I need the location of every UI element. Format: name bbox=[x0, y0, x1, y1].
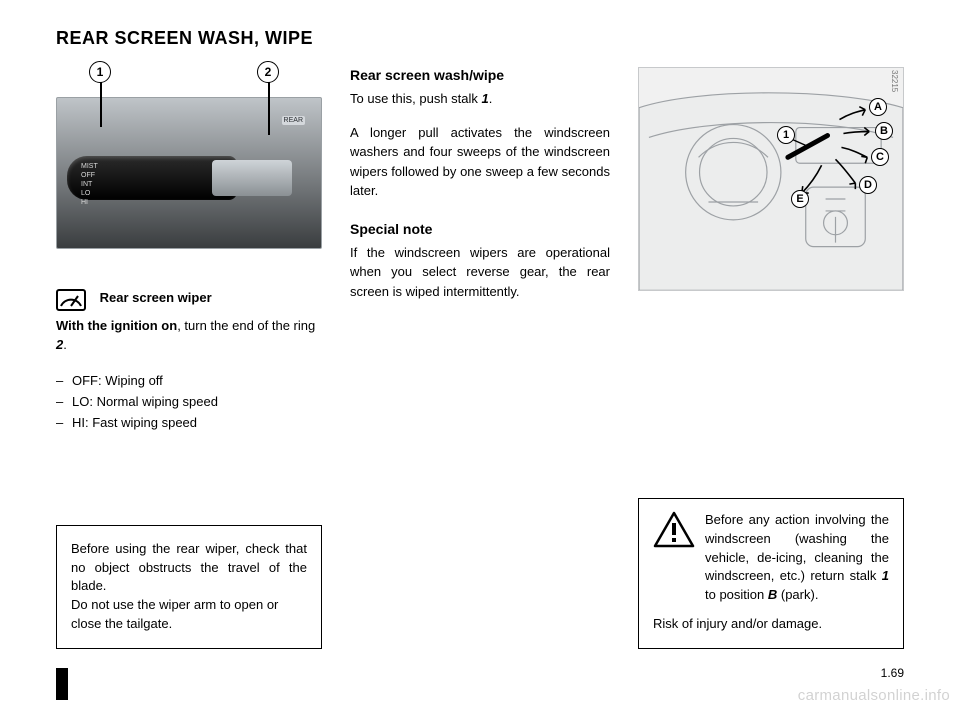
callout-A: A bbox=[869, 98, 887, 116]
warning-risk: Risk of injury and/or damage. bbox=[653, 615, 889, 634]
wiper-mode-list: OFF: Wiping off LO: Normal wiping speed … bbox=[56, 367, 322, 436]
callout-D: D bbox=[859, 176, 877, 194]
rear-wiper-lead: Rear screen wiper With the ignition on, … bbox=[56, 289, 322, 355]
middle-column: Rear screen wash/wipe To use this, push … bbox=[350, 67, 610, 649]
stalk-figure: MIST OFF INT LO HI REAR 1 2 bbox=[56, 67, 322, 249]
left-column: MIST OFF INT LO HI REAR 1 2 bbox=[56, 67, 322, 649]
right-column: 32215 bbox=[638, 67, 904, 649]
mid-heading-1: Rear screen wash/wipe bbox=[350, 67, 610, 83]
stalk-shape: MIST OFF INT LO HI bbox=[67, 156, 237, 200]
note-line-2: Do not use the wiper arm to open or clos… bbox=[71, 596, 307, 634]
callout-B: B bbox=[875, 122, 893, 140]
stalk-labels: MIST OFF INT LO HI bbox=[81, 162, 98, 207]
page: REAR SCREEN WASH, WIPE MIST OFF INT LO H… bbox=[0, 0, 960, 710]
page-title: REAR SCREEN WASH, WIPE bbox=[56, 28, 904, 49]
callout-2: 2 bbox=[257, 61, 279, 83]
list-item: LO: Normal wiping speed bbox=[56, 394, 322, 409]
callout-1: 1 bbox=[89, 61, 111, 83]
left-note-box: Before using the rear wiper, check that … bbox=[56, 525, 322, 649]
dashboard-illustration: 32215 bbox=[638, 67, 904, 291]
warning-box: Before any action involving the windscre… bbox=[638, 498, 904, 649]
rear-wiper-title: Rear screen wiper bbox=[100, 290, 212, 305]
list-item: OFF: Wiping off bbox=[56, 373, 322, 388]
mid-p2: A longer pull activates the windscreen w… bbox=[350, 123, 610, 201]
warning-text: Before any action involving the windscre… bbox=[705, 511, 889, 605]
mid-p1: To use this, push stalk 1. bbox=[350, 89, 610, 109]
rear-tag: REAR bbox=[282, 116, 305, 125]
mid-heading-2: Special note bbox=[350, 221, 610, 237]
rear-wiper-icon bbox=[56, 289, 86, 317]
watermark: carmanualsonline.info bbox=[798, 687, 950, 704]
mid-p3: If the windscreen wipers are opera­tiona… bbox=[350, 243, 610, 302]
rear-wiper-lead-post: , turn the end of the ring bbox=[177, 318, 315, 333]
columns: MIST OFF INT LO HI REAR 1 2 bbox=[56, 67, 904, 649]
warning-icon bbox=[653, 511, 695, 549]
callout-C: C bbox=[871, 148, 889, 166]
rear-wiper-lead-pre: With the ignition on bbox=[56, 318, 177, 333]
list-item: HI: Fast wiping speed bbox=[56, 415, 322, 430]
thumb-tab bbox=[56, 668, 68, 700]
callout-1-dash: 1 bbox=[777, 126, 795, 144]
warning-row: Before any action involving the windscre… bbox=[653, 511, 889, 605]
stalk-photo: MIST OFF INT LO HI REAR bbox=[56, 97, 322, 249]
page-number: 1.69 bbox=[881, 666, 904, 680]
callout-line-1 bbox=[100, 77, 102, 127]
callout-line-2 bbox=[268, 77, 270, 135]
note-line-1: Before using the rear wiper, check that … bbox=[71, 540, 307, 597]
rear-wiper-lead-tail: . bbox=[63, 337, 67, 352]
callout-E: E bbox=[791, 190, 809, 208]
